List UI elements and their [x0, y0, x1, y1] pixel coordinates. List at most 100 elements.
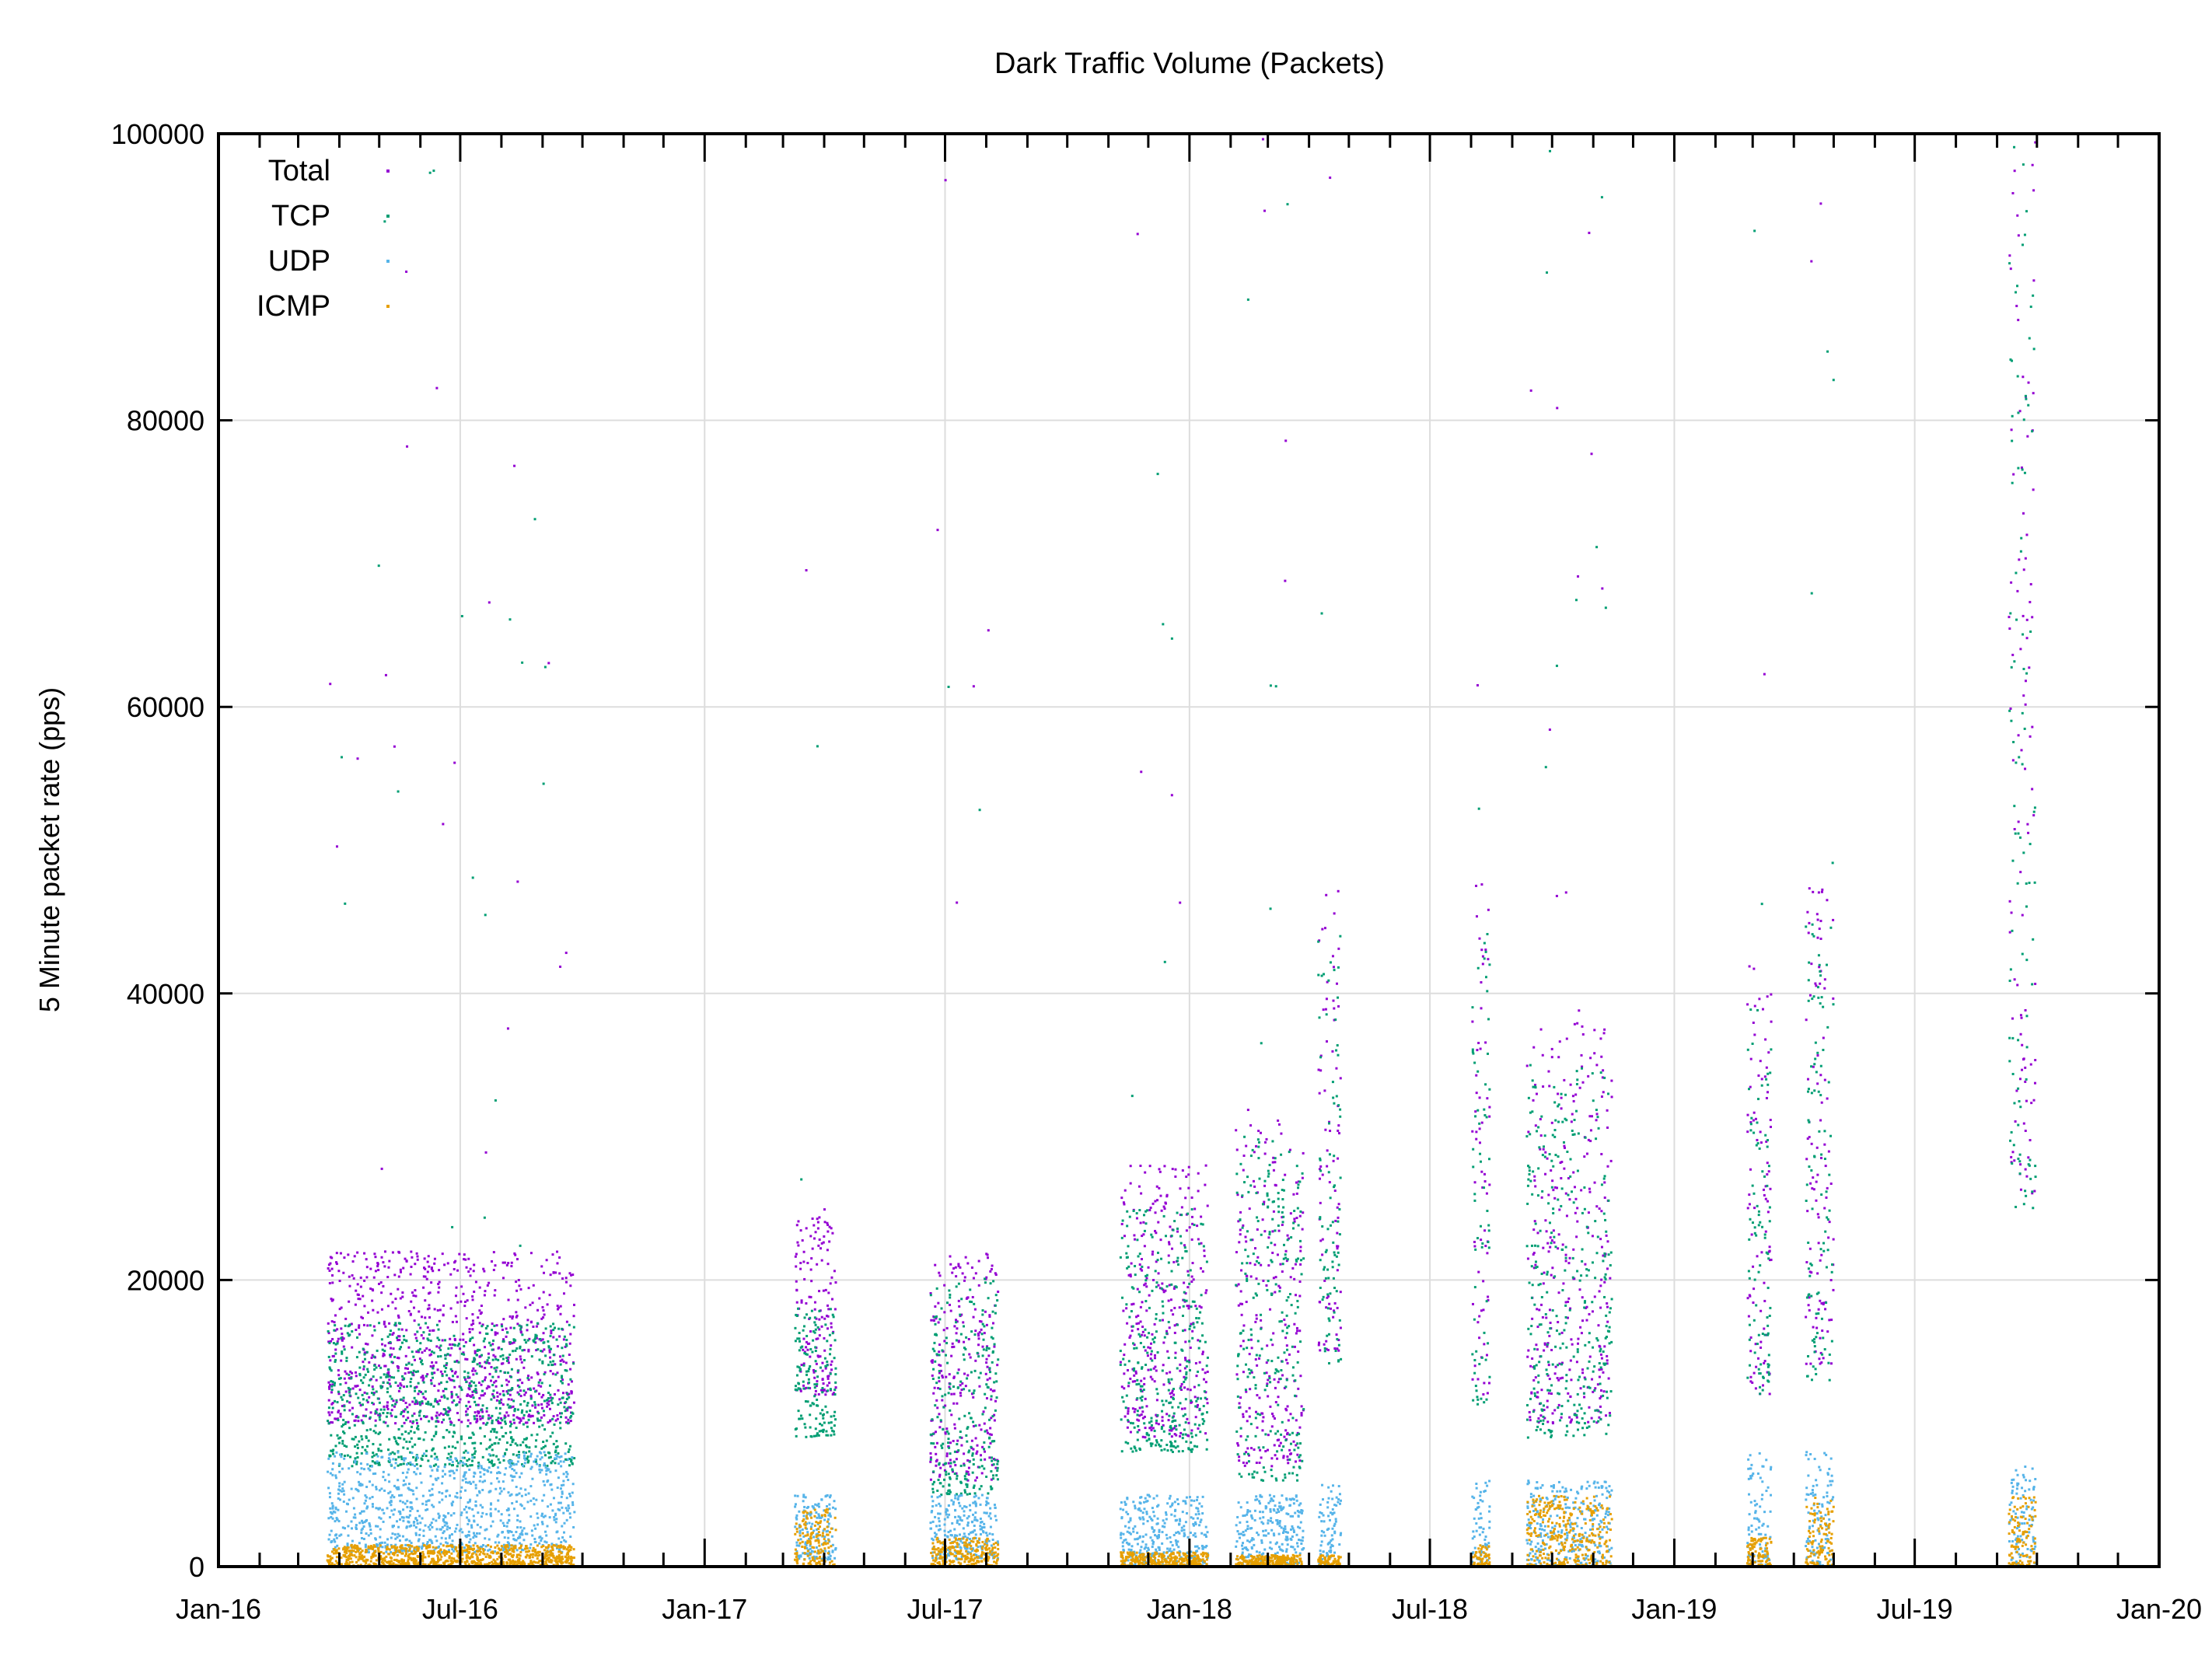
point-tcp — [423, 1438, 425, 1441]
point-tcp — [1143, 1422, 1145, 1424]
point-total — [520, 1331, 522, 1333]
point-tcp — [1263, 1372, 1266, 1375]
point-total — [1327, 1349, 1330, 1351]
point-tcp — [474, 1418, 476, 1420]
point-tcp — [1161, 1410, 1163, 1413]
point-tcp — [1608, 1253, 1610, 1256]
point-total — [2020, 1014, 2022, 1016]
point-total — [989, 1377, 991, 1379]
point-tcp — [1584, 1300, 1586, 1302]
point-total — [1549, 1308, 1551, 1311]
point-total — [2032, 189, 2035, 191]
point-total — [543, 1291, 545, 1294]
point-total — [1154, 1435, 1156, 1438]
point-total — [2012, 473, 2015, 476]
point-total — [1826, 1187, 1829, 1190]
point-tcp — [1588, 1269, 1590, 1271]
point-total — [472, 1298, 474, 1301]
point-tcp — [413, 1370, 415, 1372]
point-total — [1832, 997, 1834, 1000]
point-tcp — [541, 1382, 543, 1384]
point-tcp — [429, 172, 432, 174]
point-total — [1186, 1305, 1188, 1307]
point-total — [1828, 1319, 1830, 1321]
point-tcp — [948, 1433, 950, 1435]
point-total — [1815, 1181, 1818, 1183]
point-tcp — [514, 1340, 516, 1342]
point-total — [1770, 1126, 1772, 1128]
point-tcp — [1595, 1337, 1598, 1340]
point-tcp — [1584, 1208, 1586, 1211]
point-total — [1329, 176, 1331, 179]
point-total — [518, 1284, 520, 1287]
point-tcp — [1473, 1319, 1476, 1321]
point-tcp — [983, 1441, 985, 1444]
point-tcp — [821, 1387, 823, 1389]
point-tcp — [1123, 1400, 1125, 1403]
point-total — [454, 1372, 456, 1375]
point-tcp — [1144, 1279, 1147, 1281]
point-tcp — [1139, 1335, 1141, 1337]
point-total — [2029, 735, 2032, 738]
point-total — [542, 1394, 544, 1396]
point-tcp — [348, 1333, 351, 1336]
point-total — [1590, 1129, 1592, 1131]
point-tcp — [1485, 1359, 1487, 1361]
point-total — [1149, 1165, 1151, 1167]
point-tcp — [1270, 1430, 1272, 1432]
point-total — [1551, 1122, 1553, 1124]
point-total — [1239, 1233, 1242, 1235]
point-tcp — [432, 169, 435, 172]
point-tcp — [493, 1463, 495, 1466]
point-total — [997, 1291, 999, 1293]
point-total — [1752, 968, 1755, 970]
point-tcp — [968, 1412, 970, 1414]
point-total — [1168, 1243, 1170, 1246]
point-tcp — [1483, 942, 1486, 945]
point-tcp — [1284, 1253, 1287, 1256]
point-tcp — [1486, 1116, 1488, 1118]
point-total — [397, 1315, 400, 1317]
point-tcp — [522, 1441, 524, 1444]
point-total — [975, 1272, 977, 1274]
point-total — [344, 1371, 346, 1373]
point-total — [984, 1332, 986, 1334]
point-tcp — [798, 1366, 801, 1368]
point-tcp — [1196, 1445, 1198, 1448]
point-total — [1579, 1326, 1581, 1329]
point-total — [1548, 1250, 1550, 1252]
point-total — [935, 1465, 937, 1467]
point-total — [1127, 1427, 1129, 1429]
point-total — [397, 1288, 399, 1291]
point-total — [1249, 1388, 1251, 1390]
point-total — [362, 1361, 364, 1363]
point-total — [515, 1290, 518, 1292]
point-total — [357, 1420, 359, 1422]
point-tcp — [421, 1359, 423, 1361]
point-total — [806, 1349, 809, 1351]
point-total — [1290, 1452, 1292, 1455]
point-tcp — [487, 1357, 490, 1359]
point-total — [2019, 1078, 2022, 1080]
point-total — [420, 1376, 422, 1378]
point-tcp — [452, 1375, 454, 1377]
point-tcp — [512, 1350, 514, 1352]
point-tcp — [414, 1390, 416, 1392]
point-total — [1256, 1427, 1258, 1429]
point-tcp — [1599, 1348, 1602, 1350]
point-tcp — [987, 1297, 990, 1299]
point-total — [473, 1291, 475, 1293]
point-tcp — [331, 1389, 334, 1391]
point-tcp — [473, 1382, 475, 1384]
point-tcp — [536, 1348, 539, 1350]
point-total — [504, 1262, 506, 1264]
point-total — [805, 1302, 807, 1305]
point-total — [479, 1415, 481, 1417]
point-total — [1548, 1335, 1550, 1337]
point-total — [1190, 1280, 1193, 1283]
point-tcp — [1146, 1440, 1148, 1442]
point-tcp — [494, 1442, 496, 1445]
point-total — [1249, 1416, 1251, 1418]
point-total — [1235, 1373, 1238, 1375]
point-tcp — [1237, 1396, 1239, 1398]
